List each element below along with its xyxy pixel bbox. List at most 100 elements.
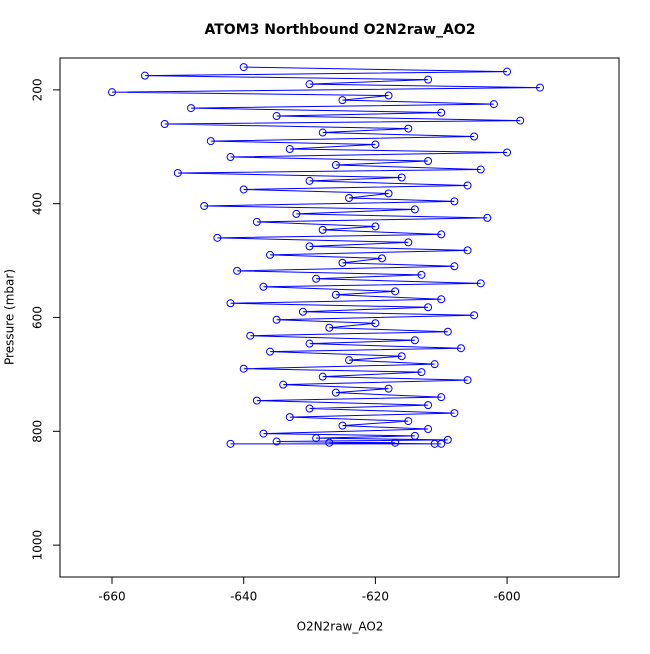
point bbox=[410, 431, 419, 440]
point bbox=[384, 91, 393, 100]
point bbox=[535, 83, 544, 92]
point bbox=[325, 323, 334, 332]
point bbox=[345, 356, 354, 365]
point bbox=[318, 128, 327, 137]
point bbox=[140, 71, 149, 80]
point bbox=[338, 96, 347, 105]
point bbox=[206, 137, 215, 146]
plot-frame bbox=[59, 57, 620, 578]
point bbox=[424, 157, 433, 166]
point bbox=[424, 303, 433, 312]
point bbox=[410, 336, 419, 345]
point bbox=[404, 124, 413, 133]
point bbox=[450, 197, 459, 206]
point bbox=[226, 299, 235, 308]
point bbox=[200, 201, 209, 210]
point bbox=[371, 140, 380, 149]
point bbox=[384, 189, 393, 198]
point bbox=[312, 434, 321, 443]
point bbox=[463, 181, 472, 190]
y-tick-label: 200 bbox=[31, 78, 45, 101]
point bbox=[305, 80, 314, 89]
series-line bbox=[112, 66, 540, 445]
point bbox=[456, 344, 465, 353]
point bbox=[463, 246, 472, 255]
x-axis-label: O2N2raw_AO2 bbox=[297, 620, 384, 634]
point bbox=[391, 287, 400, 296]
point bbox=[437, 439, 446, 448]
point bbox=[246, 331, 255, 340]
point bbox=[187, 104, 196, 113]
point bbox=[430, 360, 439, 369]
point bbox=[252, 217, 261, 226]
point bbox=[259, 429, 268, 438]
point bbox=[437, 295, 446, 304]
point bbox=[292, 209, 301, 218]
point bbox=[272, 437, 281, 446]
point bbox=[160, 120, 169, 129]
point bbox=[331, 388, 340, 397]
point bbox=[516, 116, 525, 125]
point bbox=[384, 384, 393, 393]
point bbox=[318, 372, 327, 381]
point bbox=[279, 380, 288, 389]
point bbox=[476, 279, 485, 288]
point bbox=[483, 213, 492, 222]
point bbox=[331, 160, 340, 169]
point bbox=[437, 393, 446, 402]
point bbox=[371, 222, 380, 231]
point bbox=[285, 413, 294, 422]
point bbox=[470, 132, 479, 141]
point bbox=[345, 193, 354, 202]
point bbox=[443, 327, 452, 336]
point bbox=[312, 274, 321, 283]
point bbox=[404, 238, 413, 247]
point bbox=[450, 409, 459, 418]
point bbox=[272, 112, 281, 121]
point bbox=[259, 282, 268, 291]
point bbox=[450, 262, 459, 271]
point bbox=[305, 176, 314, 185]
x-tick-label: -640 bbox=[230, 590, 257, 604]
point bbox=[226, 439, 235, 448]
point bbox=[266, 347, 275, 356]
point bbox=[503, 67, 512, 76]
point bbox=[108, 88, 117, 97]
point bbox=[239, 185, 248, 194]
point bbox=[470, 311, 479, 320]
point bbox=[338, 421, 347, 430]
point bbox=[476, 165, 485, 174]
point bbox=[503, 148, 512, 157]
point bbox=[437, 230, 446, 239]
point bbox=[331, 290, 340, 299]
y-axis-label: Pressure (mbar) bbox=[3, 269, 17, 365]
point bbox=[377, 254, 386, 263]
point bbox=[391, 438, 400, 447]
point bbox=[226, 153, 235, 162]
point bbox=[417, 368, 426, 377]
point bbox=[325, 438, 334, 447]
point bbox=[318, 225, 327, 234]
point bbox=[424, 401, 433, 410]
point bbox=[397, 173, 406, 182]
point bbox=[410, 205, 419, 214]
point bbox=[305, 242, 314, 251]
point bbox=[489, 100, 498, 109]
point bbox=[424, 75, 433, 84]
point bbox=[424, 425, 433, 434]
point bbox=[233, 266, 242, 275]
point bbox=[371, 319, 380, 328]
point bbox=[463, 376, 472, 385]
point bbox=[397, 352, 406, 361]
point bbox=[239, 364, 248, 373]
point bbox=[417, 270, 426, 279]
point bbox=[173, 168, 182, 177]
x-tick-label: -600 bbox=[493, 590, 520, 604]
y-tick-label: 600 bbox=[31, 306, 45, 329]
point bbox=[338, 258, 347, 267]
x-tick-label: -660 bbox=[98, 590, 125, 604]
point bbox=[285, 145, 294, 154]
point bbox=[239, 63, 248, 72]
y-tick-label: 1000 bbox=[31, 530, 45, 561]
